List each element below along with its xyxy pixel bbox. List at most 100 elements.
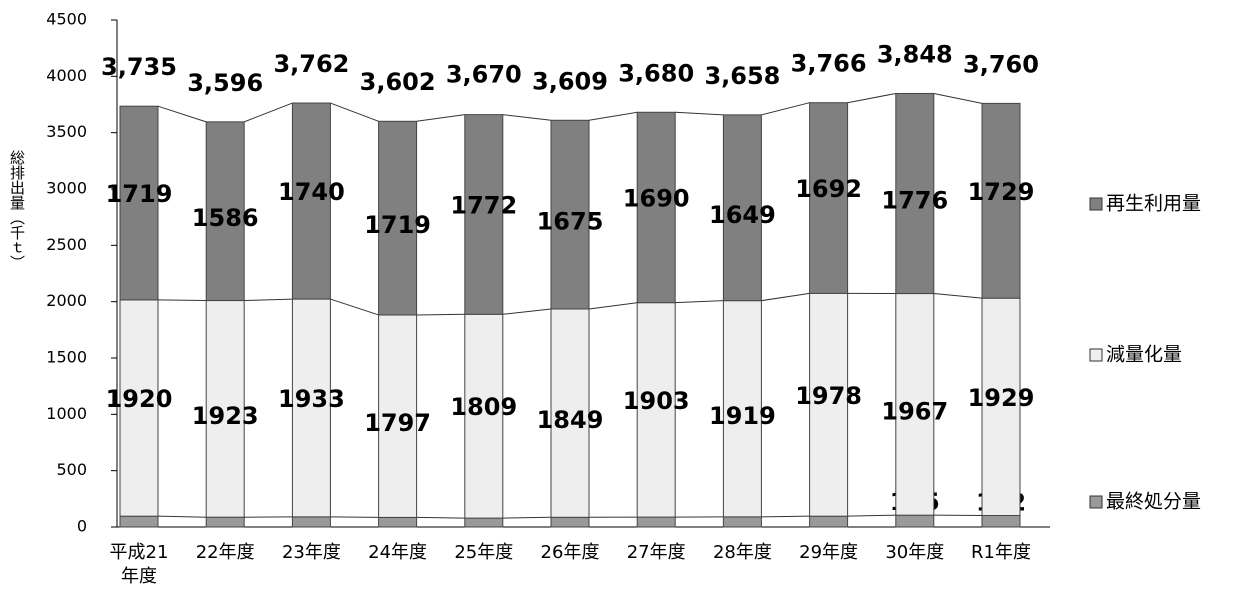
data-label: 1740 bbox=[278, 178, 345, 206]
bar-segment bbox=[550, 119, 590, 310]
bar-segment bbox=[809, 515, 849, 528]
total-label: 3,658 bbox=[704, 62, 780, 90]
data-label: 1729 bbox=[968, 178, 1035, 206]
total-label: 3,680 bbox=[618, 59, 694, 87]
total-label: 3,760 bbox=[963, 50, 1039, 78]
connector-line bbox=[330, 102, 379, 122]
connector-line bbox=[502, 516, 552, 519]
bar-segment bbox=[119, 299, 159, 517]
y-tick-label: 1500 bbox=[46, 348, 87, 367]
data-label: 1776 bbox=[881, 187, 948, 215]
x-tick-label: 23年度 bbox=[281, 542, 341, 563]
bar-segment bbox=[895, 514, 935, 528]
connector-line bbox=[502, 308, 552, 315]
total-label: 3,848 bbox=[877, 40, 953, 68]
connector-line bbox=[157, 105, 207, 123]
data-label: 1797 bbox=[364, 409, 431, 437]
legend-label: 再生利用量 bbox=[1106, 193, 1201, 215]
data-label: 1920 bbox=[106, 385, 173, 413]
legend-label: 減量化量 bbox=[1106, 344, 1182, 366]
bar-segment bbox=[291, 516, 331, 528]
bar-segment bbox=[119, 105, 159, 301]
bar-segment bbox=[636, 111, 676, 304]
y-tick-label: 3000 bbox=[46, 179, 87, 198]
connector-line bbox=[416, 516, 465, 519]
data-label: 1903 bbox=[623, 387, 690, 415]
bar-segment bbox=[981, 102, 1021, 299]
y-tick-label: 2500 bbox=[46, 235, 87, 254]
connector-line bbox=[675, 111, 724, 116]
data-label: 1919 bbox=[709, 402, 776, 430]
x-tick-label: 24年度 bbox=[368, 542, 428, 563]
connector-line bbox=[416, 313, 465, 316]
connector-line bbox=[244, 298, 293, 302]
connector-line bbox=[416, 114, 465, 122]
total-label: 3,602 bbox=[360, 68, 436, 96]
y-axis-title: 総排出量（千ｔ） bbox=[8, 150, 26, 270]
data-label: 1933 bbox=[278, 385, 345, 413]
x-tick-label: 25年度 bbox=[454, 542, 514, 563]
connector-line bbox=[933, 92, 983, 104]
bar-segment bbox=[809, 292, 849, 517]
legend-swatch bbox=[1089, 348, 1103, 362]
total-label: 3,735 bbox=[101, 53, 177, 81]
bar-segment bbox=[981, 297, 1021, 517]
connector-line bbox=[330, 298, 379, 316]
connector-line bbox=[588, 111, 638, 121]
data-label: 1978 bbox=[795, 382, 862, 410]
data-label: 1849 bbox=[537, 406, 604, 434]
x-tick-label: 22年度 bbox=[195, 542, 255, 563]
bar-segment bbox=[378, 314, 418, 518]
bar-segment bbox=[291, 298, 331, 518]
bar-segment bbox=[464, 517, 504, 528]
bar-segment bbox=[981, 515, 1021, 528]
data-label: 1967 bbox=[881, 397, 948, 425]
legend-swatch bbox=[1089, 495, 1103, 509]
data-label: 1719 bbox=[364, 211, 431, 239]
data-label: 1929 bbox=[968, 384, 1035, 412]
connector-line bbox=[761, 102, 810, 116]
connector-line bbox=[502, 114, 552, 121]
bar-segment bbox=[291, 102, 331, 300]
data-label: 1586 bbox=[192, 204, 259, 232]
x-tick-label: 26年度 bbox=[540, 542, 600, 563]
bar-segment bbox=[722, 516, 762, 528]
bar-segment bbox=[636, 302, 676, 518]
x-tick-label: 27年度 bbox=[626, 542, 686, 563]
bar-segment bbox=[205, 516, 245, 528]
bar-segment bbox=[722, 114, 762, 302]
data-label: 1649 bbox=[709, 201, 776, 229]
data-label: 1719 bbox=[106, 180, 173, 208]
bar-segment bbox=[205, 121, 245, 302]
legend-label: 最終処分量 bbox=[1106, 491, 1201, 513]
bar-segment bbox=[895, 293, 935, 516]
data-label: 1690 bbox=[623, 184, 690, 212]
x-tick-label: 29年度 bbox=[799, 542, 859, 563]
total-label: 3,762 bbox=[273, 50, 349, 78]
y-tick-label: 2000 bbox=[46, 291, 87, 310]
y-tick-label: 3500 bbox=[46, 122, 87, 141]
x-tick-label: 30年度 bbox=[885, 542, 945, 563]
y-tick-label: 500 bbox=[56, 460, 87, 479]
data-label: 1675 bbox=[537, 208, 604, 236]
total-label: 3,670 bbox=[446, 61, 522, 89]
bar-segment bbox=[378, 516, 418, 528]
y-tick-label: 1000 bbox=[46, 404, 87, 423]
bar-segment bbox=[550, 516, 590, 528]
connector-line bbox=[157, 515, 207, 518]
total-label: 3,766 bbox=[791, 50, 867, 78]
x-tick-label: 28年度 bbox=[712, 542, 772, 563]
connector-line bbox=[157, 299, 207, 302]
connector-line bbox=[330, 516, 379, 518]
y-tick-label: 4500 bbox=[46, 10, 87, 29]
total-label: 3,609 bbox=[532, 67, 608, 95]
data-label: 1923 bbox=[192, 402, 259, 430]
data-label: 1692 bbox=[795, 175, 862, 203]
bar-segment bbox=[119, 515, 159, 528]
connector-line bbox=[847, 514, 896, 517]
legend-swatch bbox=[1089, 197, 1103, 211]
connector-line bbox=[761, 515, 810, 518]
connector-line bbox=[675, 300, 724, 304]
